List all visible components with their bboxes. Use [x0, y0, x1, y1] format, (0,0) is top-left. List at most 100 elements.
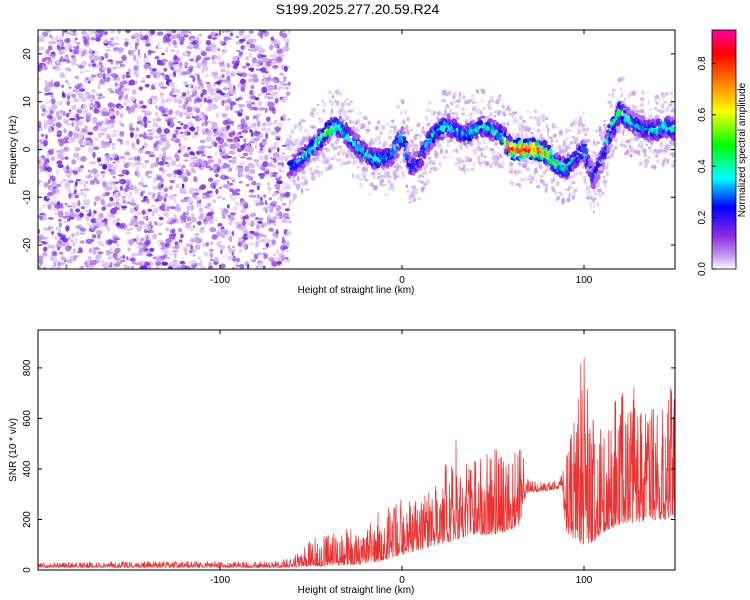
spectrogram-noise-mark [191, 89, 195, 94]
spectrogram-noise-mark [46, 196, 50, 199]
spectrogram-noise-mark [88, 48, 93, 54]
spectrogram-noise-mark [222, 255, 227, 258]
spectrogram-halo-mark [428, 170, 432, 173]
spectrogram-noise-mark [77, 200, 81, 207]
spectrogram-noise-mark [117, 30, 121, 34]
spectrogram-halo-mark [310, 175, 316, 181]
spectrogram-halo-mark [610, 144, 614, 148]
spectrogram-noise-mark [133, 65, 139, 71]
spectrogram-halo-mark [471, 100, 476, 105]
spectrogram-noise-mark [147, 99, 151, 104]
spectrogram-noise-mark [74, 146, 81, 152]
spectrogram-noise-mark [96, 72, 103, 79]
spectrogram-noise-mark [163, 67, 168, 72]
spectrogram-halo-mark [555, 146, 559, 149]
spectrogram-noise-mark [199, 260, 203, 267]
spectrogram-noise-mark [189, 237, 195, 244]
spectrogram-noise-mark [219, 244, 226, 251]
spectrogram-noise-mark [276, 180, 283, 185]
spectrogram-halo-mark [316, 104, 320, 106]
spectrogram-noise-mark [91, 89, 96, 94]
spectrogram-halo-mark [363, 175, 367, 180]
spectrogram-noise-mark [50, 94, 55, 99]
spectrogram-noise-mark [173, 198, 177, 203]
spectrogram-noise-mark [180, 111, 183, 118]
spectrogram-noise-mark [112, 252, 118, 259]
spectrogram-noise-mark [207, 177, 214, 182]
spectrogram-halo-mark [494, 141, 499, 147]
spectrogram-noise-mark [88, 77, 95, 82]
spectrogram-noise-mark [178, 105, 182, 109]
spectrogram-halo-mark [339, 160, 345, 167]
spectrogram-noise-mark [279, 170, 286, 173]
spectrogram-noise-mark [199, 103, 203, 108]
spectrogram-halo-mark [347, 102, 351, 106]
spectrogram-noise-mark [50, 225, 54, 230]
spectrogram-noise-mark [235, 41, 242, 45]
spectrogram-noise-mark [139, 265, 143, 269]
spectrogram-noise-mark [247, 39, 254, 44]
spectrogram-noise-mark [64, 135, 69, 139]
spectrogram-noise-mark [238, 147, 244, 152]
spectrogram-noise-mark [196, 126, 200, 133]
spectrogram-noise-mark [51, 148, 55, 151]
spectrogram-noise-mark [246, 263, 250, 269]
spectrogram-halo-mark [321, 171, 324, 175]
spectrogram-noise-mark [196, 220, 202, 226]
spectrogram-noise-mark [272, 192, 278, 196]
spectrogram-noise-mark [115, 66, 122, 69]
spectrogram-noise-mark [272, 253, 276, 257]
spectrogram-noise-mark [44, 92, 49, 96]
spectrogram-noise-mark [52, 252, 57, 255]
spectrogram-noise-mark [126, 71, 130, 75]
spectrogram-noise-mark [233, 256, 237, 261]
spectrogram-noise-mark [163, 212, 170, 217]
spectrogram-noise-mark [122, 254, 125, 259]
spectrogram-noise-mark [221, 99, 225, 107]
spectrogram-noise-mark [134, 170, 138, 177]
spectrogram-noise-mark [101, 74, 107, 77]
spectrogram-halo-mark [324, 166, 329, 173]
spectrogram-noise-mark [144, 34, 149, 40]
spectrogram-noise-mark [272, 164, 276, 169]
spectrogram-noise-mark [228, 167, 233, 172]
spectrogram-noise-mark [266, 204, 273, 209]
spectrogram-noise-mark [119, 185, 123, 191]
spectrogram-halo-mark [494, 160, 499, 167]
spectrogram-noise-mark [148, 154, 156, 157]
spectrogram-noise-mark [90, 59, 95, 64]
spectrogram-noise-mark [93, 103, 98, 109]
spectrogram-noise-mark [104, 52, 109, 59]
spectrogram-noise-mark [64, 211, 69, 217]
spectrogram-noise-mark [113, 237, 121, 241]
spectrogram-noise-mark [209, 226, 216, 233]
spectrogram-noise-mark [188, 31, 192, 34]
spectrogram-noise-mark [120, 63, 126, 68]
spectrogram-ridge-mark [394, 152, 400, 158]
spectrogram-noise-mark [257, 47, 264, 54]
spectrogram-noise-mark [72, 30, 77, 34]
spectrogram-noise-mark [81, 111, 85, 116]
spectrogram-noise-mark [202, 57, 208, 64]
spectrogram-halo-mark [499, 153, 502, 158]
spectrogram-noise-mark [42, 236, 48, 240]
spectrogram-halo-mark [309, 157, 314, 161]
spectrogram-noise-mark [114, 249, 120, 255]
spectrogram-noise-mark [126, 201, 131, 204]
spectrogram-noise-mark [221, 53, 226, 56]
spectrogram-noise-mark [72, 152, 80, 159]
spectrogram-noise-mark [116, 159, 120, 163]
spectrogram-noise-mark [168, 194, 175, 200]
spectrogram-noise-mark [202, 128, 207, 133]
spectrogram-noise-mark [66, 100, 71, 106]
spectrogram-halo-mark [455, 103, 460, 109]
spectrogram-noise-mark [258, 240, 262, 244]
spectrogram-noise-mark [158, 106, 165, 112]
spectrogram-halo-mark [343, 110, 347, 117]
spectrogram-noise-mark [228, 221, 233, 226]
spectrogram-halo-mark [426, 122, 431, 127]
spectrogram-noise-mark [172, 64, 178, 68]
spectrogram-noise-mark [156, 240, 162, 243]
spectrogram-noise-mark [38, 76, 42, 81]
spectrogram-noise-mark [136, 166, 140, 173]
